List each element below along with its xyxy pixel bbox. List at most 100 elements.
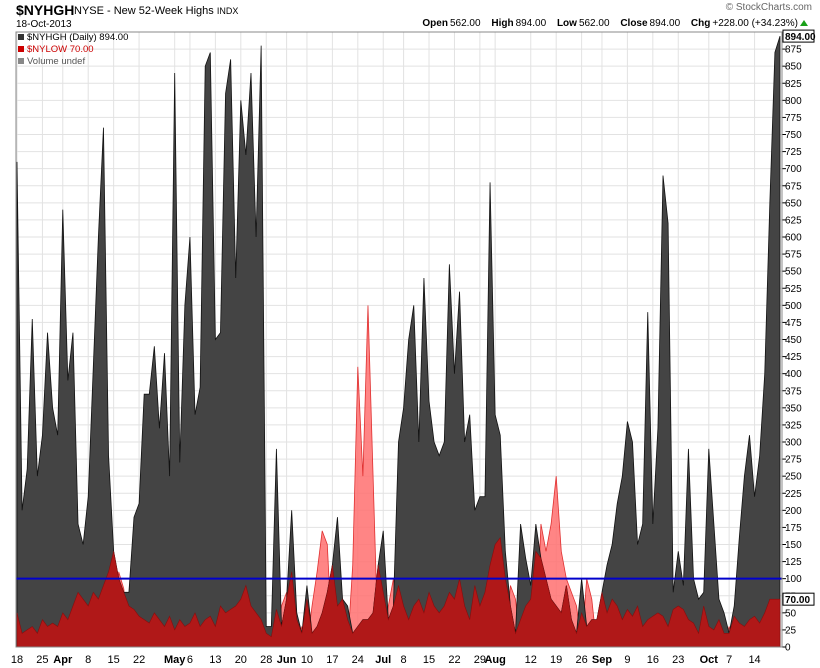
legend-entry-volume: Volume undef <box>18 56 128 68</box>
x-tick-label: 18 <box>11 654 23 666</box>
open-value: 562.00 <box>449 18 481 29</box>
exchange-label: INDX <box>216 6 239 16</box>
legend-label-nylow: $NYLOW 70.00 <box>27 44 94 55</box>
x-tick-label: 7 <box>726 654 732 666</box>
x-tick-label: 6 <box>187 654 193 666</box>
y-tick-label: 725 <box>785 147 802 158</box>
y-tick-label: 225 <box>785 489 802 500</box>
x-tick-label: 25 <box>36 654 48 666</box>
low-value: 562.00 <box>578 18 610 29</box>
x-tick-label: 9 <box>624 654 630 666</box>
y-tick-label: 200 <box>785 506 802 517</box>
x-tick-label: 10 <box>301 654 313 666</box>
legend-swatch-volume <box>18 58 24 64</box>
close-label: Close <box>620 18 648 29</box>
high-label: High <box>491 18 514 29</box>
y-tick-label: 700 <box>785 164 802 175</box>
last-value-nyhgh-box <box>782 29 815 43</box>
x-tick-label: 23 <box>672 654 684 666</box>
y-tick-label: 500 <box>785 301 802 312</box>
y-tick-label: 550 <box>785 267 802 278</box>
date-label: 18-Oct-2013 <box>16 19 72 30</box>
source-label: © StockCharts.com <box>725 2 812 13</box>
x-tick-label: 14 <box>748 654 760 666</box>
open-label: Open <box>422 18 448 29</box>
description-label: NYSE - New 52-Week Highs <box>74 5 214 17</box>
y-tick-label: 825 <box>785 79 802 90</box>
x-tick-label: 12 <box>525 654 537 666</box>
legend-swatch-nyhgh <box>18 34 24 40</box>
x-tick-label: 13 <box>209 654 221 666</box>
y-tick-label: 125 <box>785 557 802 568</box>
y-tick-label: 100 <box>785 574 802 585</box>
close-value: 894.00 <box>649 18 681 29</box>
x-tick-label: 20 <box>235 654 247 666</box>
legend-entry-nyhgh: $NYHGH (Daily) 894.00 <box>18 32 128 44</box>
y-tick-label: 275 <box>785 455 802 466</box>
x-tick-label: 24 <box>352 654 364 666</box>
x-tick-label: Aug <box>484 654 505 666</box>
x-tick-label: Jul <box>375 654 391 666</box>
chg-label: Chg <box>690 18 711 29</box>
x-tick-label: Jun <box>277 654 297 666</box>
symbol-label: $NYHGH <box>16 2 75 18</box>
plot-border <box>15 31 783 648</box>
x-tick-label: 22 <box>448 654 460 666</box>
y-tick-label: 575 <box>785 250 802 261</box>
y-tick-label: 625 <box>785 215 802 226</box>
y-tick-label: 250 <box>785 472 802 483</box>
x-tick-label: 15 <box>423 654 435 666</box>
chg-value: +228.00 (+34.23%) <box>712 18 798 29</box>
x-tick-label: 19 <box>550 654 562 666</box>
high-value: 894.00 <box>515 18 547 29</box>
y-tick-label: 775 <box>785 113 802 124</box>
y-tick-label: 475 <box>785 318 802 329</box>
x-tick-label: 8 <box>85 654 91 666</box>
x-tick-label: Apr <box>53 654 73 666</box>
y-tick-label: 300 <box>785 438 802 449</box>
quote-summary: Open 562.00 High 894.00 Low 562.00 Close 894… <box>414 18 808 29</box>
legend-entry-nylow: $NYLOW 70.00 <box>18 44 128 56</box>
low-label: Low <box>556 18 577 29</box>
y-tick-label: 150 <box>785 540 802 551</box>
y-tick-label: 0 <box>785 643 791 654</box>
x-tick-label: 17 <box>326 654 338 666</box>
y-tick-label: 850 <box>785 62 802 73</box>
up-arrow-icon <box>800 20 808 26</box>
y-tick-label: 50 <box>785 608 797 619</box>
series-area-nyhgh <box>16 35 781 648</box>
y-tick-label: 525 <box>785 284 802 295</box>
y-tick-label: 800 <box>785 96 802 107</box>
y-tick-label: 600 <box>785 233 802 244</box>
x-tick-label: Oct <box>700 654 719 666</box>
y-tick-label: 350 <box>785 403 802 414</box>
x-tick-label: 16 <box>647 654 659 666</box>
last-value-nylow-label: 70.00 <box>785 595 810 606</box>
y-tick-label: 25 <box>785 625 797 636</box>
x-tick-label: 15 <box>108 654 120 666</box>
x-tick-label: 29 <box>474 654 486 666</box>
x-tick-label: 26 <box>575 654 587 666</box>
y-tick-label: 750 <box>785 130 802 141</box>
y-tick-label: 450 <box>785 335 802 346</box>
y-tick-label: 650 <box>785 198 802 209</box>
x-tick-label: 8 <box>401 654 407 666</box>
x-tick-label: Sep <box>592 654 612 666</box>
last-value-nylow-box <box>782 592 815 606</box>
chart-header: $NYHGH NYSE - New 52-Week Highs INDX 18-… <box>16 2 812 32</box>
y-tick-label: 175 <box>785 523 802 534</box>
series-area-nylow <box>16 536 781 648</box>
y-tick-label: 875 <box>785 45 802 56</box>
chart-title: NYSE - New 52-Week Highs INDX <box>74 5 238 17</box>
x-tick-label: 22 <box>133 654 145 666</box>
legend-label-nyhgh: $NYHGH (Daily) 894.00 <box>27 32 129 43</box>
x-tick-label: May <box>164 654 186 666</box>
y-tick-label: 425 <box>785 352 802 363</box>
y-tick-label: 400 <box>785 369 802 380</box>
x-tick-label: 28 <box>260 654 272 666</box>
y-tick-label: 325 <box>785 420 802 431</box>
y-tick-label: 375 <box>785 386 802 397</box>
legend-swatch-nylow <box>18 46 24 52</box>
chart-legend: $NYHGH (Daily) 894.00 $NYLOW 70.00 Volum… <box>18 32 128 68</box>
